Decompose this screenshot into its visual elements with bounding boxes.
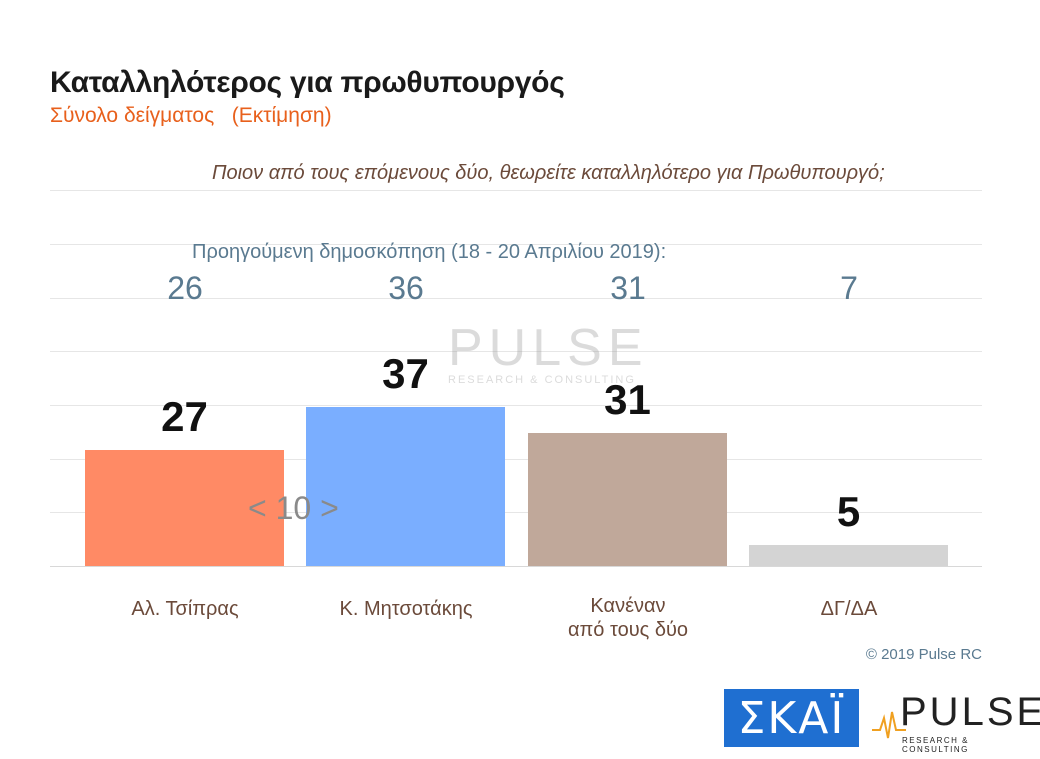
gridline bbox=[50, 190, 982, 191]
previous-value: 26 bbox=[167, 270, 203, 306]
chart-title: Καταλληλότερος για πρωθυπουργός bbox=[50, 66, 565, 99]
previous-value: 7 bbox=[840, 270, 858, 306]
pulse-logo-text: PULSE bbox=[900, 690, 1040, 734]
survey-question: Ποιον από τους επόμενους δύο, θεωρείτε κ… bbox=[212, 162, 885, 184]
watermark-subtext: RESEARCH & CONSULTING bbox=[448, 374, 636, 386]
gridline bbox=[50, 512, 982, 513]
gridline bbox=[50, 298, 982, 299]
pulse-logo: PULSE RESEARCH & CONSULTING bbox=[872, 690, 1040, 754]
bar-value: 27 bbox=[161, 393, 208, 440]
category-label: ΔΓ/ΔΑ bbox=[739, 597, 959, 621]
gridline bbox=[50, 244, 982, 245]
bar-value: 31 bbox=[604, 376, 651, 423]
gridline bbox=[50, 351, 982, 352]
pulse-watermark: PULSE RESEARCH & CONSULTING bbox=[448, 318, 649, 386]
x-axis-line bbox=[50, 566, 982, 567]
category-label-line: Κανέναν bbox=[590, 595, 666, 617]
chart-subtitle: Σύνολο δείγματος (Εκτίμηση) bbox=[50, 104, 332, 127]
bar-value: 37 bbox=[382, 350, 429, 397]
bar-mitsotakis bbox=[306, 407, 505, 566]
bar-neither bbox=[528, 433, 727, 566]
skai-logo: ΣΚΑΪ bbox=[724, 689, 859, 747]
bar-tsipras bbox=[85, 450, 284, 566]
category-label-line: από τους δύο bbox=[567, 619, 689, 641]
watermark-text: PULSE bbox=[448, 319, 649, 377]
copyright-notice: © 2019 Pulse RC bbox=[865, 646, 982, 663]
category-label-line: Αλ. Τσίπρας bbox=[131, 598, 239, 620]
gridline bbox=[50, 405, 982, 406]
previous-value: 31 bbox=[610, 270, 646, 306]
bar-dk-na bbox=[749, 545, 948, 566]
gridline bbox=[50, 459, 982, 460]
category-label: Κ. Μητσοτάκης bbox=[296, 597, 516, 621]
category-label: Κανέναν από τους δύο bbox=[518, 594, 738, 642]
previous-value: 36 bbox=[388, 270, 424, 306]
category-label: Αλ. Τσίπρας bbox=[75, 597, 295, 621]
pulse-wave-icon bbox=[872, 711, 906, 739]
pulse-logo-subtext: RESEARCH & CONSULTING bbox=[902, 736, 970, 754]
previous-poll-label: Προηγούμενη δημοσκόπηση (18 - 20 Απριλίο… bbox=[192, 241, 667, 263]
category-label-line: ΔΓ/ΔΑ bbox=[820, 598, 878, 620]
bar-value: 5 bbox=[836, 488, 861, 535]
difference-annotation: < 10 > bbox=[248, 490, 339, 526]
category-label-line: Κ. Μητσοτάκης bbox=[339, 598, 473, 620]
